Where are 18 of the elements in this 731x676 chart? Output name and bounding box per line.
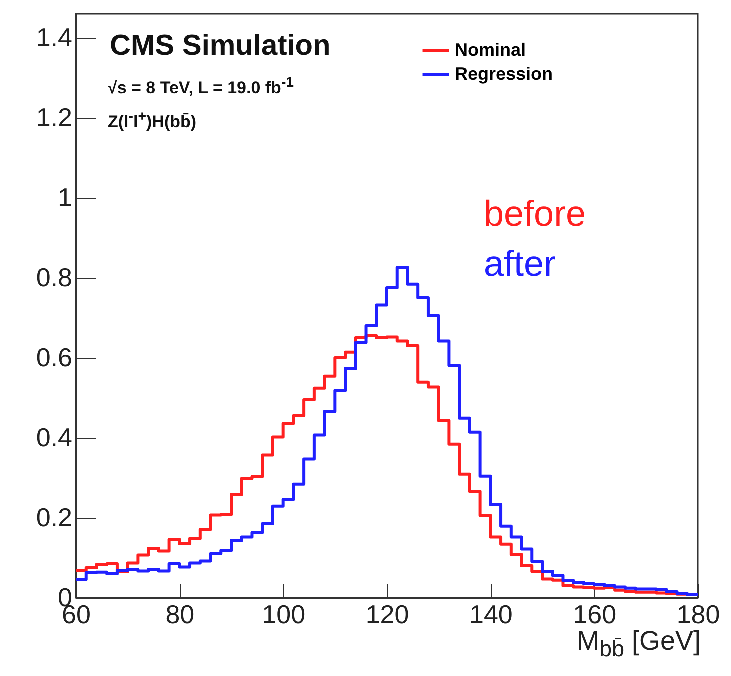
annotation: after xyxy=(484,243,556,284)
y-tick-label: 1 xyxy=(58,182,72,212)
x-tick-label: 140 xyxy=(469,600,513,630)
y-tick-label: 0.6 xyxy=(36,342,72,372)
y-tick-label: 0.8 xyxy=(36,262,72,292)
legend-label: Nominal xyxy=(455,40,526,60)
x-tick-label: 120 xyxy=(366,600,410,630)
y-tick-label: 1.4 xyxy=(36,22,72,52)
y-tick-label: 0.2 xyxy=(36,502,72,532)
x-tick-label: 80 xyxy=(166,600,195,630)
y-tick-label: 1.2 xyxy=(36,102,72,132)
annotation: CMS Simulation xyxy=(110,30,331,62)
annotation: √s = 8 TeV, L = 19.0 fb$^{-1}$ xyxy=(108,75,294,98)
annotation: Z(l$^{-}$l$^{+}$)H(bb̄) xyxy=(108,109,197,132)
x-tick-label: 100 xyxy=(262,600,306,630)
annotation: before xyxy=(484,193,586,234)
legend-label: Regression xyxy=(455,64,554,84)
y-tick-label: 0.4 xyxy=(36,422,72,452)
